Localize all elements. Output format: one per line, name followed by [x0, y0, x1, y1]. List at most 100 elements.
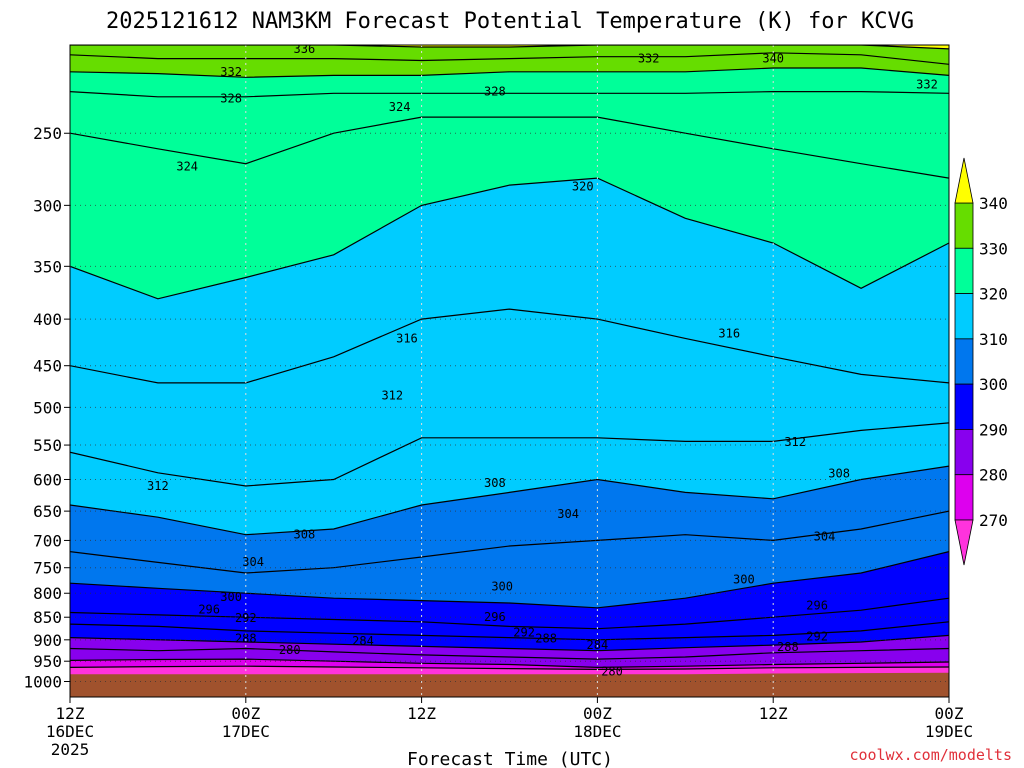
x-tick-label: 12Z: [407, 704, 436, 723]
colorbar-label: 310: [979, 330, 1008, 349]
x-tick-label: 00Z: [935, 704, 964, 723]
contour-label: 312: [381, 388, 403, 402]
y-tick-label: 1000: [23, 672, 62, 691]
colorbar-label: 330: [979, 239, 1008, 258]
x-tick-date: 18DEC: [573, 722, 621, 741]
colorbar-label: 270: [979, 511, 1008, 530]
contour-label: 324: [176, 160, 198, 174]
contour-label: 288: [235, 632, 257, 646]
contour-label: 288: [777, 640, 799, 654]
y-tick-label: 600: [33, 470, 62, 489]
contour-label: 340: [762, 52, 784, 66]
chart-title: 2025121612 NAM3KM Forecast Potential Tem…: [106, 9, 914, 34]
colorbar-label: 340: [979, 194, 1008, 213]
contour-label: 292: [806, 629, 828, 643]
contour-label: 336: [294, 42, 316, 56]
contour-label: 328: [484, 85, 506, 99]
x-tick-year: 2025: [51, 740, 90, 759]
credit-text: coolwx.com/modelts: [849, 746, 1012, 764]
isentrope-280: [70, 658, 949, 669]
x-tick-date: 19DEC: [925, 722, 973, 741]
contour-label: 304: [814, 529, 836, 543]
y-tick-label: 250: [33, 124, 62, 143]
contour-label: 332: [638, 52, 660, 66]
contour-label: 316: [396, 331, 418, 345]
y-tick-label: 550: [33, 436, 62, 455]
colorbar-band-280: [954, 429, 974, 476]
y-tick-label: 650: [33, 502, 62, 521]
y-tick-label: 350: [33, 257, 62, 276]
colorbar-band-290: [954, 383, 974, 430]
contour-label: 300: [220, 590, 242, 604]
y-tick-label: 950: [33, 652, 62, 671]
contour-label: 312: [784, 435, 806, 449]
contour-label: 296: [806, 598, 828, 612]
isentrope-292: [70, 621, 949, 641]
y-tick-label: 500: [33, 398, 62, 417]
colorbar-label: 280: [979, 466, 1008, 485]
colorbar-label: 300: [979, 375, 1008, 394]
x-axis-label: Forecast Time (UTC): [407, 749, 613, 768]
y-tick-label: 400: [33, 310, 62, 329]
contour-label: 304: [242, 555, 264, 569]
isentrope-324: [70, 116, 949, 179]
contour-label: 292: [513, 625, 535, 639]
contour-label: 280: [279, 643, 301, 657]
isentrope-320: [70, 177, 949, 300]
contour-label: 324: [389, 100, 411, 114]
contour-label: 316: [718, 327, 740, 341]
contour-label: 308: [294, 528, 316, 542]
x-tick-label: 12Z: [56, 704, 85, 723]
y-tick-label: 700: [33, 531, 62, 550]
contour-label: 308: [484, 476, 506, 490]
y-tick-label: 750: [33, 559, 62, 578]
isentrope-296: [70, 597, 949, 630]
contour-label: 304: [557, 507, 579, 521]
isentrope-336: [70, 52, 949, 65]
x-tick-label: 00Z: [583, 704, 612, 723]
isentrope-304: [70, 510, 949, 574]
x-tick-label: 12Z: [759, 704, 788, 723]
colorbar-under-arrow: [954, 519, 974, 566]
colorbar-band-270: [954, 474, 974, 521]
y-tick-label: 800: [33, 584, 62, 603]
contour-label: 300: [491, 579, 513, 593]
colorbar-band-300: [954, 338, 974, 385]
contour-label: 284: [352, 634, 374, 648]
contour-label: 288: [535, 632, 557, 646]
isentrope-308: [70, 465, 949, 536]
isentrope-288: [70, 634, 949, 652]
colorbar-band-310: [954, 293, 974, 340]
isentrope-332: [70, 67, 949, 78]
isentrope-300: [70, 551, 949, 609]
isentrope-340: [70, 45, 949, 50]
contour-label: 328: [220, 92, 242, 106]
colorbar-band-330: [954, 202, 974, 249]
y-tick-label: 450: [33, 357, 62, 376]
colorbar-over-arrow: [954, 157, 974, 204]
colorbar: 340 330 320 310 300 290 280 270: [954, 157, 1008, 566]
isentrope-328: [70, 91, 949, 98]
ground: [70, 672, 949, 697]
contour-label: 320: [572, 179, 594, 193]
plot-area: 336 332 332 340 332 328 328 324 324 320 316 316 312 3…: [69, 42, 950, 698]
isentrope-284: [70, 647, 949, 660]
isentrope-316: [70, 308, 949, 384]
y-tick-label: 850: [33, 608, 62, 627]
plot-frame: [69, 44, 950, 698]
plot-content: 336 332 332 340 332 328 328 324 324 320 316 316 312 3…: [70, 42, 949, 697]
isentrope-312: [70, 422, 949, 487]
contour-label: 284: [587, 638, 609, 652]
y-tick-label: 900: [33, 631, 62, 650]
colorbar-label: 320: [979, 285, 1008, 304]
y-axis: 250 300 350 400 450 500 550 600 650 700 750 800 850 9…: [23, 124, 70, 691]
contour-label: 296: [484, 610, 506, 624]
x-tick-date: 17DEC: [222, 722, 270, 741]
y-tick-label: 300: [33, 196, 62, 215]
colorbar-band-320: [954, 247, 974, 294]
isentrope-276: [70, 665, 949, 671]
x-tick-label: 00Z: [231, 704, 260, 723]
colorbar-label: 290: [979, 420, 1008, 439]
